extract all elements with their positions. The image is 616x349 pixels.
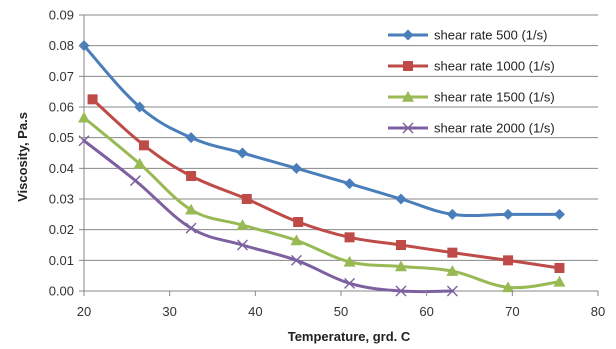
data-point xyxy=(395,193,407,205)
data-point xyxy=(344,232,355,243)
series-2 xyxy=(87,94,565,273)
y-tick-label: 0.01 xyxy=(49,253,74,268)
legend-swatch-marker xyxy=(403,61,413,71)
data-point xyxy=(394,260,407,272)
data-point xyxy=(446,208,458,220)
data-point xyxy=(290,234,303,246)
x-tick-label: 50 xyxy=(334,304,348,319)
legend-entry: shear rate 1500 (1/s) xyxy=(388,90,555,105)
data-point xyxy=(343,255,356,267)
data-point xyxy=(503,255,514,266)
x-axis-title: Temperature, grd. C xyxy=(288,329,411,344)
legend-label: shear rate 500 (1/s) xyxy=(434,28,547,43)
data-point xyxy=(87,94,98,105)
legend-swatch-marker xyxy=(402,122,414,134)
y-tick-label: 0.05 xyxy=(49,130,74,145)
y-tick-label: 0.08 xyxy=(49,38,74,53)
x-tick-label: 20 xyxy=(77,304,91,319)
data-point xyxy=(185,203,198,215)
series-line xyxy=(91,97,561,270)
data-point xyxy=(185,222,197,234)
y-tick-label: 0.03 xyxy=(49,192,74,207)
x-tick-label: 80 xyxy=(591,304,605,319)
y-tick-label: 0.00 xyxy=(49,284,74,299)
legend-swatch-marker xyxy=(402,29,414,41)
data-point xyxy=(290,162,302,174)
y-axis-title: Viscosity, Pa.s xyxy=(15,112,30,202)
data-point xyxy=(236,147,248,159)
data-point xyxy=(134,101,146,113)
legend-entry: shear rate 1000 (1/s) xyxy=(388,59,555,74)
data-point xyxy=(344,178,356,190)
y-tick-label: 0.09 xyxy=(49,8,74,23)
data-point xyxy=(502,208,514,220)
y-tick-label: 0.06 xyxy=(49,100,74,115)
legend-label: shear rate 1000 (1/s) xyxy=(434,59,555,74)
legend-swatch-marker xyxy=(402,91,414,102)
x-tick-label: 60 xyxy=(419,304,433,319)
data-point xyxy=(447,247,458,258)
ticks-layer: 0.00 0.01 0.02 0.03 0.04 0.05 0.06 0.07 0.08 0.09… xyxy=(49,8,606,320)
legend-entry: shear rate 2000 (1/s) xyxy=(388,121,555,136)
x-tick-label: 30 xyxy=(162,304,176,319)
series-layer xyxy=(78,40,566,297)
y-tick-label: 0.02 xyxy=(49,222,74,237)
grid-layer xyxy=(84,14,598,261)
series-3 xyxy=(78,111,566,293)
series-1 xyxy=(78,40,565,220)
series-4 xyxy=(78,135,458,297)
y-tick-label: 0.07 xyxy=(49,69,74,84)
data-point xyxy=(133,157,146,169)
data-point xyxy=(554,263,565,273)
data-point xyxy=(344,277,356,289)
data-point xyxy=(78,111,90,123)
series-line xyxy=(82,116,561,290)
data-point xyxy=(138,140,149,151)
series-line xyxy=(82,44,561,218)
data-point xyxy=(236,219,249,230)
legend: shear rate 500 (1/s) shear rate 1000 (1/s… xyxy=(388,28,555,136)
data-point xyxy=(129,175,141,187)
data-point xyxy=(446,265,459,276)
data-point xyxy=(395,285,407,297)
data-point xyxy=(502,281,515,293)
legend-entry: shear rate 500 (1/s) xyxy=(388,28,547,43)
data-point xyxy=(186,171,197,181)
y-tick-label: 0.04 xyxy=(49,161,74,176)
legend-label: shear rate 1500 (1/s) xyxy=(434,90,555,105)
data-point xyxy=(553,275,566,287)
x-tick-label: 40 xyxy=(248,304,262,319)
data-point xyxy=(241,194,252,204)
data-point xyxy=(446,285,458,297)
x-tick-label: 70 xyxy=(505,304,519,319)
data-point xyxy=(236,239,248,251)
data-point xyxy=(185,132,197,144)
data-point xyxy=(553,208,565,220)
data-point xyxy=(395,240,406,250)
legend-label: shear rate 2000 (1/s) xyxy=(434,121,555,136)
data-point xyxy=(293,217,304,227)
data-point xyxy=(290,254,302,266)
